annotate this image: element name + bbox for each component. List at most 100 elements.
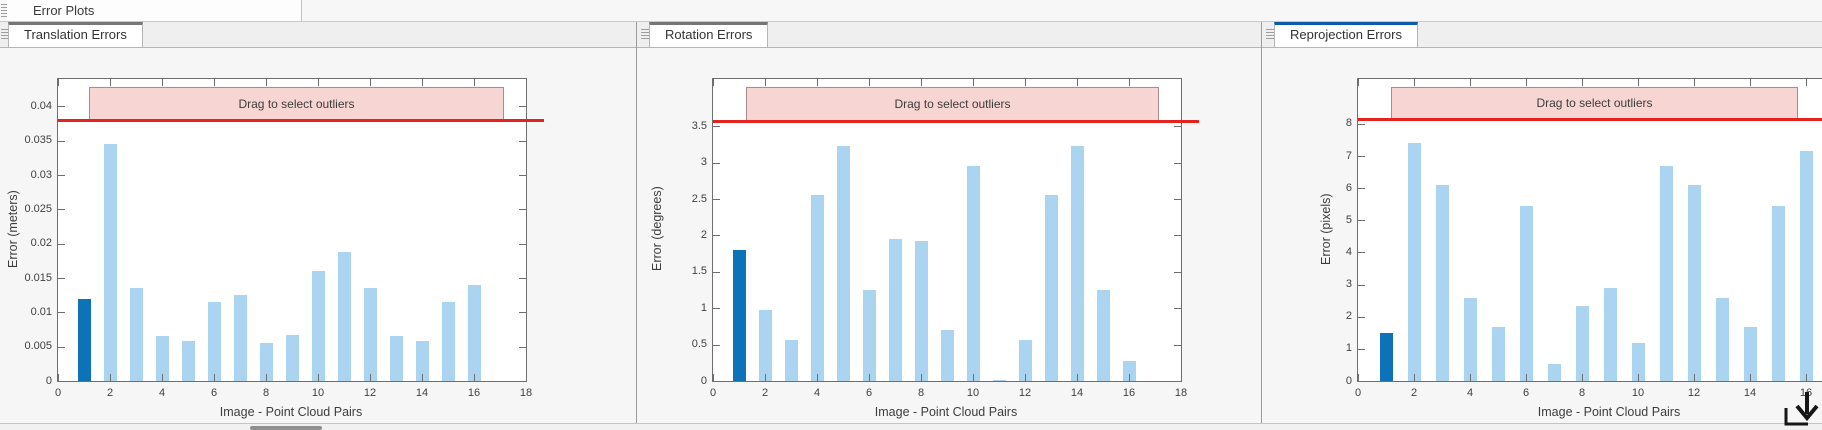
dock-arrow-icon[interactable] (1782, 390, 1822, 430)
x-tick-label: 14 (1070, 387, 1084, 399)
y-tick-label: 0 (700, 374, 707, 387)
bar-pair-16[interactable] (467, 284, 481, 381)
bar-pair-12[interactable] (363, 288, 377, 381)
bar-pair-14[interactable] (1743, 327, 1757, 381)
bar-pair-10[interactable] (311, 271, 325, 381)
tab-reprojection-errors[interactable]: Reprojection Errors (1274, 22, 1418, 47)
x-tick-mark (1414, 374, 1415, 381)
bar-pair-10[interactable] (966, 166, 980, 381)
x-tick-mark (1750, 374, 1751, 381)
bar-pair-6[interactable] (207, 302, 221, 381)
outlier-drag-band-label: Drag to select outliers (894, 97, 1011, 112)
bar-pair-3[interactable] (1435, 185, 1449, 381)
bar-pair-13[interactable] (1044, 194, 1058, 381)
drag-grip-icon[interactable] (1, 29, 9, 41)
bar-pair-4[interactable] (1463, 298, 1477, 381)
tab-error-plots[interactable]: Error Plots (7, 0, 302, 21)
drag-grip-icon[interactable] (1266, 29, 1274, 41)
bar-pair-9[interactable] (940, 330, 954, 381)
y-axis-label: Error (meters) (6, 190, 20, 268)
x-tick-mark (1077, 79, 1078, 86)
bar-pair-5[interactable] (181, 341, 195, 381)
x-tick-label: 18 (1174, 387, 1188, 399)
y-tick-label: 0.01 (30, 305, 52, 318)
x-tick-mark (1582, 374, 1583, 381)
x-tick-mark (869, 374, 870, 381)
bar-pair-3[interactable] (129, 288, 143, 381)
y-tick-label: 1 (1345, 342, 1352, 355)
x-axis-label: Image - Point Cloud Pairs (219, 405, 363, 419)
bar-pair-11[interactable] (992, 379, 1006, 381)
x-tick-label: 0 (1354, 387, 1362, 399)
scrollbar-thumb[interactable] (250, 426, 322, 430)
bar-pair-15[interactable] (1096, 290, 1110, 381)
bar-pair-14[interactable] (1070, 145, 1084, 381)
bar-pair-2[interactable] (758, 309, 772, 381)
bar-pair-10[interactable] (1631, 343, 1645, 381)
bar-pair-5[interactable] (1491, 327, 1505, 381)
bar-pair-16[interactable] (1122, 361, 1136, 381)
x-tick-mark (1181, 79, 1182, 86)
y-tick-label: 5 (1345, 213, 1352, 226)
bar-pair-8[interactable] (914, 241, 928, 381)
bar-pair-8[interactable] (1575, 305, 1589, 381)
drag-grip-icon[interactable] (641, 29, 649, 41)
bar-pair-4[interactable] (155, 336, 169, 381)
bar-pair-2[interactable] (103, 144, 117, 381)
x-tick-label: 18 (519, 387, 533, 399)
bar-pair-6[interactable] (862, 290, 876, 381)
bar-pair-12[interactable] (1018, 340, 1032, 381)
y-tick-label: 1 (700, 301, 707, 314)
bar-pair-9[interactable] (285, 335, 299, 381)
y-tick-mark (58, 312, 65, 314)
bar-pair-9[interactable] (1603, 288, 1617, 381)
bar-pair-3[interactable] (784, 340, 798, 381)
bar-pair-15[interactable] (1771, 205, 1785, 381)
bar-pair-6[interactable] (1519, 205, 1533, 381)
y-tick-mark (58, 381, 65, 382)
y-tick-mark (713, 199, 720, 201)
outlier-drag-band[interactable]: Drag to select outliers (746, 87, 1159, 122)
bar-pair-7[interactable] (888, 239, 902, 381)
y-tick-mark (1174, 381, 1181, 382)
x-tick-label: 0 (709, 387, 717, 399)
bar-pair-1[interactable] (1379, 332, 1393, 381)
x-tick-mark (214, 79, 215, 86)
bar-pair-2[interactable] (1407, 143, 1421, 381)
bar-pair-11[interactable] (1659, 165, 1673, 381)
x-tick-label: 16 (467, 387, 481, 399)
bar-pair-8[interactable] (259, 343, 273, 381)
bar-pair-4[interactable] (810, 194, 824, 381)
bar-pair-13[interactable] (1715, 298, 1729, 381)
bar-pair-15[interactable] (441, 302, 455, 381)
x-tick-mark (110, 374, 111, 381)
y-tick-mark (713, 235, 720, 237)
bar-pair-14[interactable] (415, 341, 429, 381)
outlier-drag-band[interactable]: Drag to select outliers (89, 87, 504, 121)
x-tick-label: 4 (1466, 387, 1474, 399)
x-tick-mark (162, 79, 163, 86)
tab-error-plots-label: Error Plots (33, 3, 95, 18)
x-tick-label: 6 (865, 387, 873, 399)
outlier-drag-band[interactable]: Drag to select outliers (1391, 87, 1798, 120)
drag-grip-icon[interactable] (1, 4, 9, 17)
bar-pair-7[interactable] (1547, 363, 1561, 381)
tab-translation-errors[interactable]: Translation Errors (8, 22, 143, 47)
y-tick-label: 0 (45, 374, 52, 387)
bar-pair-5[interactable] (836, 145, 850, 381)
bar-pair-1[interactable] (732, 250, 746, 381)
x-tick-mark (921, 374, 922, 381)
bar-pair-16[interactable] (1799, 151, 1813, 381)
bar-pair-7[interactable] (233, 295, 247, 381)
y-tick-mark (1174, 162, 1181, 164)
bar-pair-1[interactable] (77, 298, 91, 381)
bar-pair-12[interactable] (1687, 185, 1701, 381)
bar-pair-11[interactable] (337, 251, 351, 381)
y-tick-mark (1358, 123, 1365, 125)
bar-pair-13[interactable] (389, 336, 403, 381)
y-tick-mark (58, 140, 65, 142)
x-tick-label: 10 (1631, 387, 1645, 399)
tab-rotation-errors[interactable]: Rotation Errors (649, 22, 769, 47)
x-tick-mark (1181, 374, 1182, 381)
